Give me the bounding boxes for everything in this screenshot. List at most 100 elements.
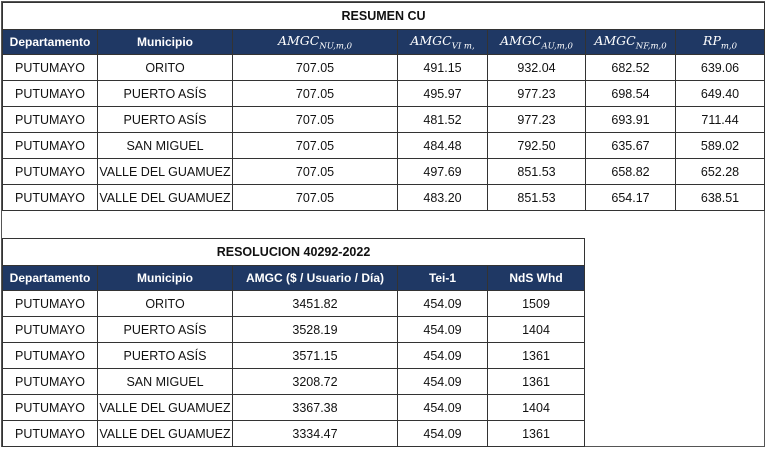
cell: 977.23 <box>487 106 586 133</box>
cell: 454.09 <box>397 368 488 395</box>
cell: PUTUMAYO <box>2 290 98 317</box>
column-header: AMGCNF,m,0 <box>585 29 676 55</box>
cell: 707.05 <box>232 158 398 185</box>
data-row: PUTUMAYO PUERTO ASÍS 707.05 481.52 977.23 693… <box>2 106 766 133</box>
cell: PUTUMAYO <box>2 394 98 421</box>
cell: 707.05 <box>232 184 398 211</box>
column-header: AMGCAU,m,0 <box>487 29 586 55</box>
cell: 454.09 <box>397 342 488 369</box>
cell: 1404 <box>486 316 586 343</box>
cell: 707.05 <box>232 54 398 81</box>
cell: 1509 <box>486 290 586 317</box>
cell: 3451.82 <box>232 290 398 317</box>
cell: 977.23 <box>487 80 586 107</box>
column-header: Municipio <box>97 265 233 291</box>
cell: 491.15 <box>397 54 488 81</box>
column-header: AMGCVI m, <box>397 29 488 55</box>
cell: VALLE DEL GUAMUEZ <box>97 394 233 421</box>
cell: 682.52 <box>585 54 676 81</box>
cell: 658.82 <box>585 158 676 185</box>
header-row: Departamento Municipio AMGCNU,m,0 AMGCVI m,… <box>2 29 766 55</box>
cell: 589.02 <box>674 132 766 159</box>
cell: PUTUMAYO <box>2 316 98 343</box>
cell: PUTUMAYO <box>2 420 98 447</box>
header-subscript: NU,m,0 <box>319 41 353 52</box>
data-row: PUTUMAYO ORITO 3451.82 454.09 1509 <box>2 290 586 317</box>
column-header: AMGC ($ / Usuario / Día) <box>232 265 398 291</box>
column-header: RPm,0 <box>674 29 766 55</box>
cell: 851.53 <box>487 184 586 211</box>
cell: 3334.47 <box>232 420 398 447</box>
header-subscript: VI m, <box>451 41 475 52</box>
cell: 1361 <box>486 368 586 395</box>
cell: ORITO <box>97 54 233 81</box>
cell: VALLE DEL GUAMUEZ <box>97 184 233 211</box>
header-subscript: AU,m,0 <box>541 41 573 52</box>
summary-table: RESUMEN CU Departamento Municipio AMGCNU,m,… <box>1 2 766 211</box>
cell: 454.09 <box>397 420 488 447</box>
cell: 639.06 <box>674 54 766 81</box>
data-row: PUTUMAYO SAN MIGUEL 707.05 484.48 792.50 635.… <box>2 132 766 159</box>
data-row: PUTUMAYO VALLE DEL GUAMUEZ 707.05 483.20 851… <box>2 184 766 211</box>
cell: 3571.15 <box>232 342 398 369</box>
column-header: AMGCNU,m,0 <box>232 29 398 55</box>
cell: 497.69 <box>397 158 488 185</box>
data-row: PUTUMAYO VALLE DEL GUAMUEZ 707.05 497.69 851… <box>2 158 766 185</box>
data-row: PUTUMAYO PUERTO ASÍS 3571.15 454.09 1361 <box>2 342 586 369</box>
cell: PUTUMAYO <box>2 184 98 211</box>
cell: 711.44 <box>674 106 766 133</box>
cell: 635.67 <box>585 132 676 159</box>
cell: 649.40 <box>674 80 766 107</box>
cell: PUTUMAYO <box>2 132 98 159</box>
data-row: PUTUMAYO ORITO 707.05 491.15 932.04 682.52 639… <box>2 54 766 81</box>
column-header: Departamento <box>2 29 98 55</box>
cell: SAN MIGUEL <box>97 368 233 395</box>
data-row: PUTUMAYO PUERTO ASÍS 707.05 495.97 977.23 698… <box>2 80 766 107</box>
cell: 1361 <box>486 420 586 447</box>
cell: 652.28 <box>674 158 766 185</box>
cell: PUERTO ASÍS <box>97 316 233 343</box>
cell: 481.52 <box>397 106 488 133</box>
cell: 454.09 <box>397 290 488 317</box>
cell: PUTUMAYO <box>2 158 98 185</box>
title-row: RESOLUCION 40292-2022 <box>1 238 586 266</box>
cell: 484.48 <box>397 132 488 159</box>
cell: SAN MIGUEL <box>97 132 233 159</box>
cell: 3367.38 <box>232 394 398 421</box>
data-row: PUTUMAYO PUERTO ASÍS 3528.19 454.09 1404 <box>2 316 586 343</box>
header-symbol: AMGC <box>594 32 636 48</box>
cell: 693.91 <box>585 106 676 133</box>
column-header: Tei-1 <box>397 265 488 291</box>
column-header: Departamento <box>2 265 98 291</box>
data-row: PUTUMAYO SAN MIGUEL 3208.72 454.09 1361 <box>2 368 586 395</box>
title-row: RESUMEN CU <box>1 2 766 30</box>
cell: 1404 <box>486 394 586 421</box>
cell: ORITO <box>97 290 233 317</box>
table-title: RESUMEN CU <box>1 2 766 30</box>
cell: PUTUMAYO <box>2 368 98 395</box>
cell: PUTUMAYO <box>2 54 98 81</box>
data-row: PUTUMAYO VALLE DEL GUAMUEZ 3334.47 454.09 13… <box>2 420 586 447</box>
header-subscript: NF,m,0 <box>635 41 667 52</box>
cell: VALLE DEL GUAMUEZ <box>97 158 233 185</box>
cell: PUERTO ASÍS <box>97 342 233 369</box>
cell: 851.53 <box>487 158 586 185</box>
cell: 792.50 <box>487 132 586 159</box>
cell: 454.09 <box>397 316 488 343</box>
cell: 638.51 <box>674 184 766 211</box>
header-symbol: AMGC <box>277 32 320 48</box>
cell: 932.04 <box>487 54 586 81</box>
cell: PUERTO ASÍS <box>97 80 233 107</box>
cell: PUERTO ASÍS <box>97 106 233 133</box>
cell: PUTUMAYO <box>2 106 98 133</box>
header-symbol: AMGC <box>500 32 542 48</box>
cell: 3208.72 <box>232 368 398 395</box>
cell: 454.09 <box>397 394 488 421</box>
cell: 3528.19 <box>232 316 398 343</box>
cell: 1361 <box>486 342 586 369</box>
column-header: NdS Whd <box>486 265 586 291</box>
cell: 707.05 <box>232 132 398 159</box>
cell: 654.17 <box>585 184 676 211</box>
